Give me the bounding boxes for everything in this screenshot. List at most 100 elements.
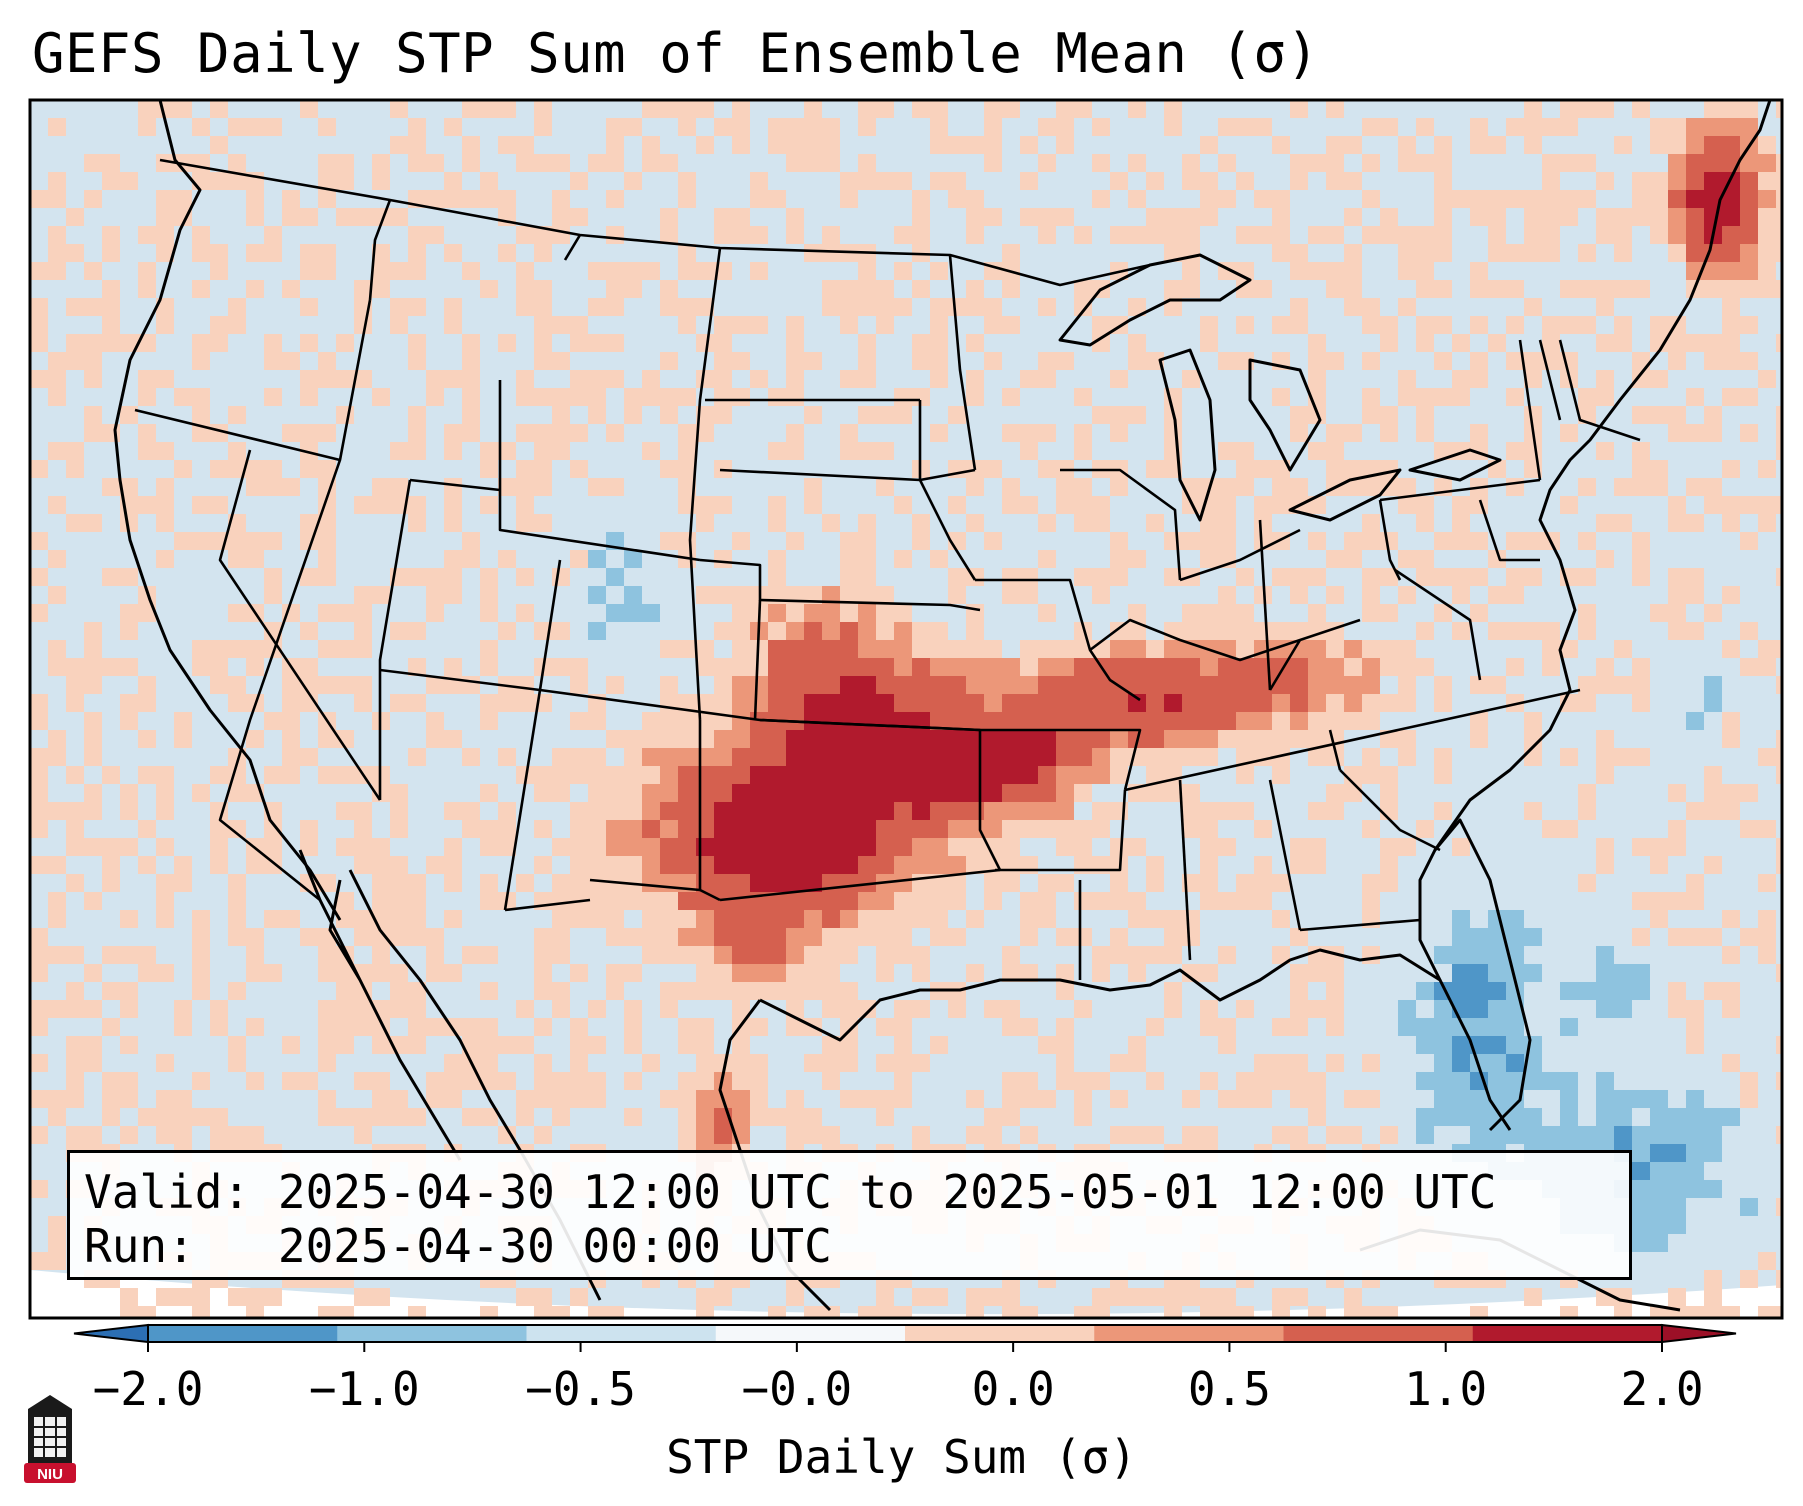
anomaly-cell bbox=[1452, 586, 1470, 604]
anomaly-cell bbox=[300, 838, 318, 856]
anomaly-cell bbox=[156, 1288, 174, 1306]
anomaly-cell bbox=[426, 1090, 444, 1108]
anomaly-cell bbox=[390, 784, 408, 802]
anomaly-cell bbox=[1218, 1018, 1236, 1036]
anomaly-cell bbox=[894, 226, 912, 244]
anomaly-cell bbox=[1164, 568, 1182, 586]
anomaly-cell bbox=[912, 856, 930, 874]
map-frame bbox=[28, 98, 1784, 1320]
anomaly-cell bbox=[678, 172, 696, 190]
valid-label: Valid: bbox=[84, 1165, 251, 1219]
anomaly-cell bbox=[570, 1054, 588, 1072]
anomaly-cell bbox=[912, 1000, 930, 1018]
anomaly-cell bbox=[894, 874, 912, 892]
anomaly-cell bbox=[300, 748, 318, 766]
anomaly-cell bbox=[1290, 1000, 1308, 1018]
anomaly-cell bbox=[696, 892, 714, 910]
anomaly-cell bbox=[102, 154, 120, 172]
anomaly-cell bbox=[894, 262, 912, 280]
anomaly-cell bbox=[822, 244, 840, 262]
anomaly-cell bbox=[354, 1288, 372, 1306]
anomaly-cell bbox=[1506, 658, 1524, 676]
anomaly-cell bbox=[30, 1018, 48, 1036]
anomaly-cell bbox=[1704, 982, 1722, 1000]
anomaly-cell bbox=[264, 820, 282, 838]
anomaly-cell bbox=[1506, 964, 1524, 982]
anomaly-cell bbox=[444, 910, 462, 928]
anomaly-cell bbox=[1020, 568, 1038, 586]
anomaly-cell bbox=[1056, 820, 1074, 838]
anomaly-cell bbox=[858, 334, 876, 352]
anomaly-cell bbox=[858, 802, 876, 820]
anomaly-cell bbox=[516, 478, 534, 496]
anomaly-cell bbox=[1128, 946, 1146, 964]
anomaly-cell bbox=[1344, 460, 1362, 478]
anomaly-cell bbox=[858, 1090, 876, 1108]
anomaly-cell bbox=[930, 370, 948, 388]
anomaly-cell bbox=[1632, 550, 1650, 568]
anomaly-cell bbox=[408, 136, 426, 154]
anomaly-cell bbox=[948, 712, 966, 730]
anomaly-cell bbox=[1146, 712, 1164, 730]
anomaly-cell bbox=[1542, 208, 1560, 226]
anomaly-cell bbox=[966, 514, 984, 532]
anomaly-cell bbox=[1254, 874, 1272, 892]
anomaly-cell bbox=[174, 1108, 192, 1126]
anomaly-cell bbox=[1218, 694, 1236, 712]
anomaly-cell bbox=[642, 712, 660, 730]
anomaly-cell bbox=[336, 334, 354, 352]
anomaly-cell bbox=[1596, 1108, 1614, 1126]
anomaly-cell bbox=[1560, 118, 1578, 136]
anomaly-cell bbox=[102, 766, 120, 784]
anomaly-cell bbox=[1056, 118, 1074, 136]
anomaly-cell bbox=[1668, 1180, 1686, 1198]
anomaly-cell bbox=[84, 190, 102, 208]
anomaly-cell bbox=[1434, 136, 1452, 154]
anomaly-cell bbox=[318, 1306, 336, 1318]
anomaly-cell bbox=[84, 640, 102, 658]
anomaly-cell bbox=[120, 784, 138, 802]
anomaly-cell bbox=[1524, 244, 1542, 262]
anomaly-cell bbox=[1650, 406, 1668, 424]
anomaly-cell bbox=[1218, 514, 1236, 532]
anomaly-cell bbox=[1398, 730, 1416, 748]
anomaly-cell bbox=[1704, 190, 1722, 208]
anomaly-cell bbox=[336, 1036, 354, 1054]
anomaly-cell bbox=[390, 820, 408, 838]
anomaly-cell bbox=[966, 676, 984, 694]
anomaly-cell bbox=[858, 100, 876, 118]
anomaly-cell bbox=[768, 388, 786, 406]
anomaly-cell bbox=[1434, 1108, 1452, 1126]
anomaly-cell bbox=[1722, 352, 1740, 370]
anomaly-cell bbox=[786, 766, 804, 784]
anomaly-cell bbox=[642, 154, 660, 172]
anomaly-cell bbox=[948, 298, 966, 316]
anomaly-cell bbox=[1182, 964, 1200, 982]
anomaly-cell bbox=[444, 856, 462, 874]
anomaly-cell bbox=[498, 478, 516, 496]
anomaly-cell bbox=[930, 334, 948, 352]
anomaly-cell bbox=[1218, 532, 1236, 550]
anomaly-cell bbox=[840, 442, 858, 460]
map-title: GEFS Daily STP Sum of Ensemble Mean (σ) bbox=[32, 22, 1320, 85]
anomaly-cell bbox=[804, 622, 822, 640]
anomaly-cell bbox=[1470, 118, 1488, 136]
anomaly-cell bbox=[1038, 460, 1056, 478]
anomaly-cell bbox=[678, 100, 696, 118]
anomaly-cell bbox=[1524, 100, 1542, 118]
anomaly-cell bbox=[1020, 424, 1038, 442]
anomaly-cell bbox=[948, 568, 966, 586]
anomaly-cell bbox=[966, 1126, 984, 1144]
anomaly-cell bbox=[1596, 226, 1614, 244]
anomaly-cell bbox=[840, 622, 858, 640]
anomaly-cell bbox=[1002, 874, 1020, 892]
anomaly-cell bbox=[894, 658, 912, 676]
anomaly-cell bbox=[1290, 406, 1308, 424]
anomaly-cell bbox=[948, 676, 966, 694]
anomaly-cell bbox=[264, 532, 282, 550]
anomaly-cell bbox=[84, 370, 102, 388]
anomaly-cell bbox=[696, 1036, 714, 1054]
anomaly-cell bbox=[714, 748, 732, 766]
anomaly-cell bbox=[1128, 190, 1146, 208]
anomaly-cell bbox=[390, 478, 408, 496]
